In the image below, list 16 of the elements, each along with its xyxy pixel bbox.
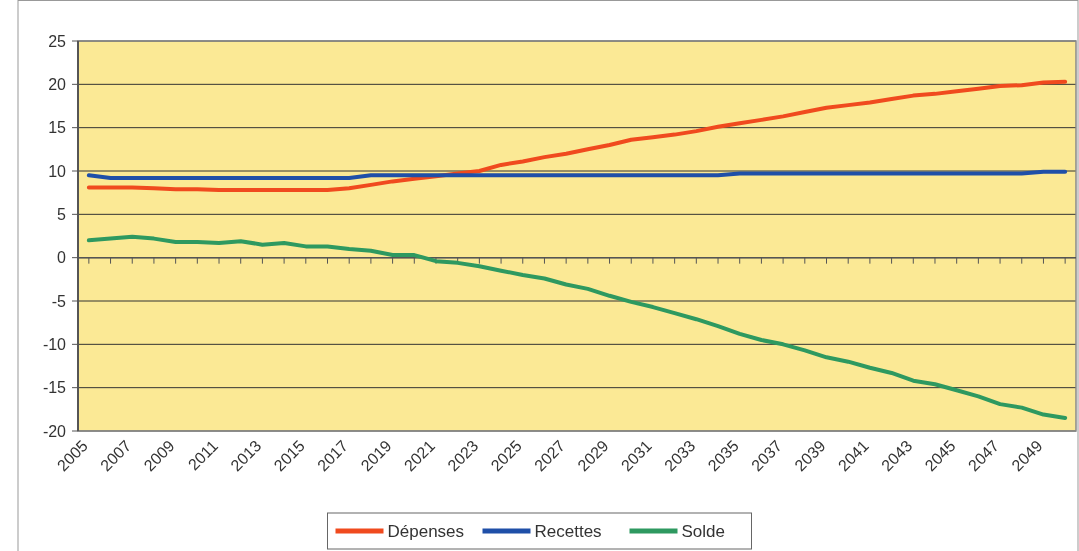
y-tick-label: 20 — [48, 75, 67, 93]
legend-label: Recettes — [534, 521, 602, 541]
y-tick-label: 15 — [48, 119, 67, 137]
y-tick-label: 0 — [57, 249, 67, 267]
y-tick-label: 25 — [48, 32, 67, 50]
line-series — [86, 79, 1068, 193]
legend-label: Solde — [681, 521, 725, 541]
y-tick-label: -20 — [42, 422, 67, 440]
y-tick-label: -10 — [42, 335, 67, 353]
line-series — [86, 234, 1068, 420]
y-tick-label: -5 — [51, 292, 67, 310]
line-series — [86, 169, 1068, 180]
y-tick-label: 5 — [57, 205, 67, 223]
y-tick-label: -15 — [42, 379, 67, 397]
legend-label: Dépenses — [387, 521, 465, 541]
y-tick-label: 10 — [48, 162, 67, 180]
